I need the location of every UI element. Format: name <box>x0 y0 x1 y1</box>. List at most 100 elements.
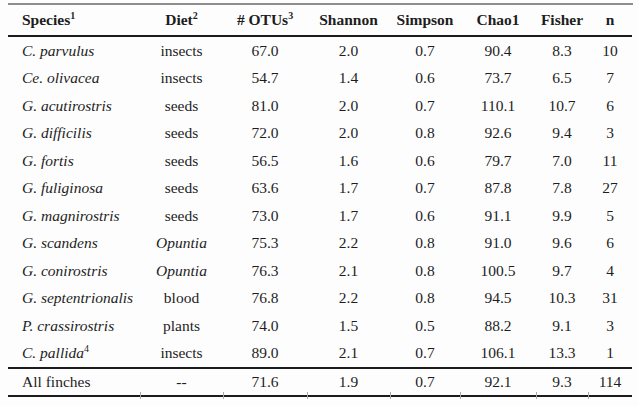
species-name: G. scandens <box>22 234 98 251</box>
cell-diet: plants <box>140 312 223 340</box>
cell-fisher: 9.7 <box>536 257 588 285</box>
cell-species: G. acutirostris <box>8 92 140 120</box>
cell-otus: 89.0 <box>223 340 307 369</box>
cell-summary-fisher: 9.3 <box>536 368 588 396</box>
cell-otus: 76.3 <box>223 257 307 285</box>
table-body: C. parvulus insects 67.0 2.0 0.7 90.4 8.… <box>8 36 632 368</box>
cell-shannon: 2.2 <box>307 285 390 313</box>
cell-shannon: 2.0 <box>307 120 390 148</box>
header-chao1: Chao1 <box>460 5 536 36</box>
cell-chao1: 87.8 <box>460 175 536 203</box>
grid-tick <box>223 392 224 399</box>
cell-simpson: 0.7 <box>390 340 460 369</box>
table-row: Ce. olivacea insects 54.7 1.4 0.6 73.7 6… <box>8 65 632 93</box>
cell-shannon: 1.7 <box>307 202 390 230</box>
cell-diet: blood <box>140 285 223 313</box>
cell-n: 11 <box>588 147 632 175</box>
species-footnote: 4 <box>84 343 89 354</box>
cell-otus: 76.8 <box>223 285 307 313</box>
header-species-label: Species <box>22 11 70 28</box>
cell-chao1: 91.0 <box>460 230 536 258</box>
cell-chao1: 106.1 <box>460 340 536 369</box>
cell-shannon: 1.6 <box>307 147 390 175</box>
cell-fisher: 6.5 <box>536 65 588 93</box>
cell-simpson: 0.7 <box>390 36 460 65</box>
header-n-label: n <box>606 11 615 28</box>
cell-fisher: 8.3 <box>536 36 588 65</box>
table-header: Species1 Diet2 # OTUs3 Shannon Simpson C… <box>8 5 632 36</box>
cell-chao1: 79.7 <box>460 147 536 175</box>
header-diet: Diet2 <box>140 5 223 36</box>
cell-shannon: 2.0 <box>307 36 390 65</box>
cell-shannon: 2.0 <box>307 92 390 120</box>
cell-chao1: 91.1 <box>460 202 536 230</box>
cell-fisher: 7.8 <box>536 175 588 203</box>
species-name: G. magnirostris <box>22 207 120 224</box>
cell-species: C. pallida4 <box>8 340 140 369</box>
cell-diet: insects <box>140 340 223 369</box>
cell-diet: insects <box>140 36 223 65</box>
grid-tick <box>390 392 391 399</box>
cell-shannon: 1.7 <box>307 175 390 203</box>
cell-fisher: 10.3 <box>536 285 588 313</box>
species-name: G. fortis <box>22 152 74 169</box>
table-row: G. septentrionalis blood 76.8 2.2 0.8 94… <box>8 285 632 313</box>
table-row: G. magnirostris seeds 73.0 1.7 0.6 91.1 … <box>8 202 632 230</box>
cell-diet: insects <box>140 65 223 93</box>
cell-simpson: 0.8 <box>390 120 460 148</box>
cell-otus: 72.0 <box>223 120 307 148</box>
header-fisher-label: Fisher <box>541 11 583 28</box>
cell-chao1: 110.1 <box>460 92 536 120</box>
cell-fisher: 10.7 <box>536 92 588 120</box>
cell-chao1: 90.4 <box>460 36 536 65</box>
table-row: G. difficilis seeds 72.0 2.0 0.8 92.6 9.… <box>8 120 632 148</box>
cell-diet: seeds <box>140 147 223 175</box>
diversity-table: Species1 Diet2 # OTUs3 Shannon Simpson C… <box>8 5 632 397</box>
cell-species: G. magnirostris <box>8 202 140 230</box>
cell-n: 6 <box>588 92 632 120</box>
species-name: G. acutirostris <box>22 97 112 114</box>
species-name: G. difficilis <box>22 124 92 141</box>
cell-otus: 74.0 <box>223 312 307 340</box>
cell-fisher: 7.0 <box>536 147 588 175</box>
cell-n: 10 <box>588 36 632 65</box>
cell-shannon: 2.1 <box>307 340 390 369</box>
cell-species: G. fortis <box>8 147 140 175</box>
species-name: C. pallida <box>22 344 84 361</box>
cell-simpson: 0.6 <box>390 202 460 230</box>
cell-fisher: 9.1 <box>536 312 588 340</box>
cell-species: G. scandens <box>8 230 140 258</box>
cell-shannon: 1.4 <box>307 65 390 93</box>
cell-n: 31 <box>588 285 632 313</box>
cell-otus: 54.7 <box>223 65 307 93</box>
cell-chao1: 92.6 <box>460 120 536 148</box>
cell-species: C. parvulus <box>8 36 140 65</box>
cell-simpson: 0.7 <box>390 92 460 120</box>
header-row: Species1 Diet2 # OTUs3 Shannon Simpson C… <box>8 5 632 36</box>
table-row: G. fortis seeds 56.5 1.6 0.6 79.7 7.0 11 <box>8 147 632 175</box>
species-name: G. conirostris <box>22 262 108 279</box>
cell-fisher: 9.9 <box>536 202 588 230</box>
cell-n: 5 <box>588 202 632 230</box>
cell-otus: 67.0 <box>223 36 307 65</box>
header-otus: # OTUs3 <box>223 5 307 36</box>
header-fisher: Fisher <box>536 5 588 36</box>
header-simpson: Simpson <box>390 5 460 36</box>
cell-n: 7 <box>588 65 632 93</box>
cell-summary-label: All finches <box>8 368 140 396</box>
cell-species: G. septentrionalis <box>8 285 140 313</box>
cell-diet: Opuntia <box>140 230 223 258</box>
grid-tick <box>588 392 589 399</box>
cell-summary-n: 114 <box>588 368 632 396</box>
cell-summary-shannon: 1.9 <box>307 368 390 396</box>
cell-diet: Opuntia <box>140 257 223 285</box>
grid-tick <box>307 392 308 399</box>
cell-summary-diet: -- <box>140 368 223 396</box>
header-n: n <box>588 5 632 36</box>
cell-otus: 75.3 <box>223 230 307 258</box>
cell-shannon: 2.1 <box>307 257 390 285</box>
table-row: G. fuliginosa seeds 63.6 1.7 0.7 87.8 7.… <box>8 175 632 203</box>
cell-summary-otus: 71.6 <box>223 368 307 396</box>
cell-diet: seeds <box>140 92 223 120</box>
cell-simpson: 0.8 <box>390 230 460 258</box>
